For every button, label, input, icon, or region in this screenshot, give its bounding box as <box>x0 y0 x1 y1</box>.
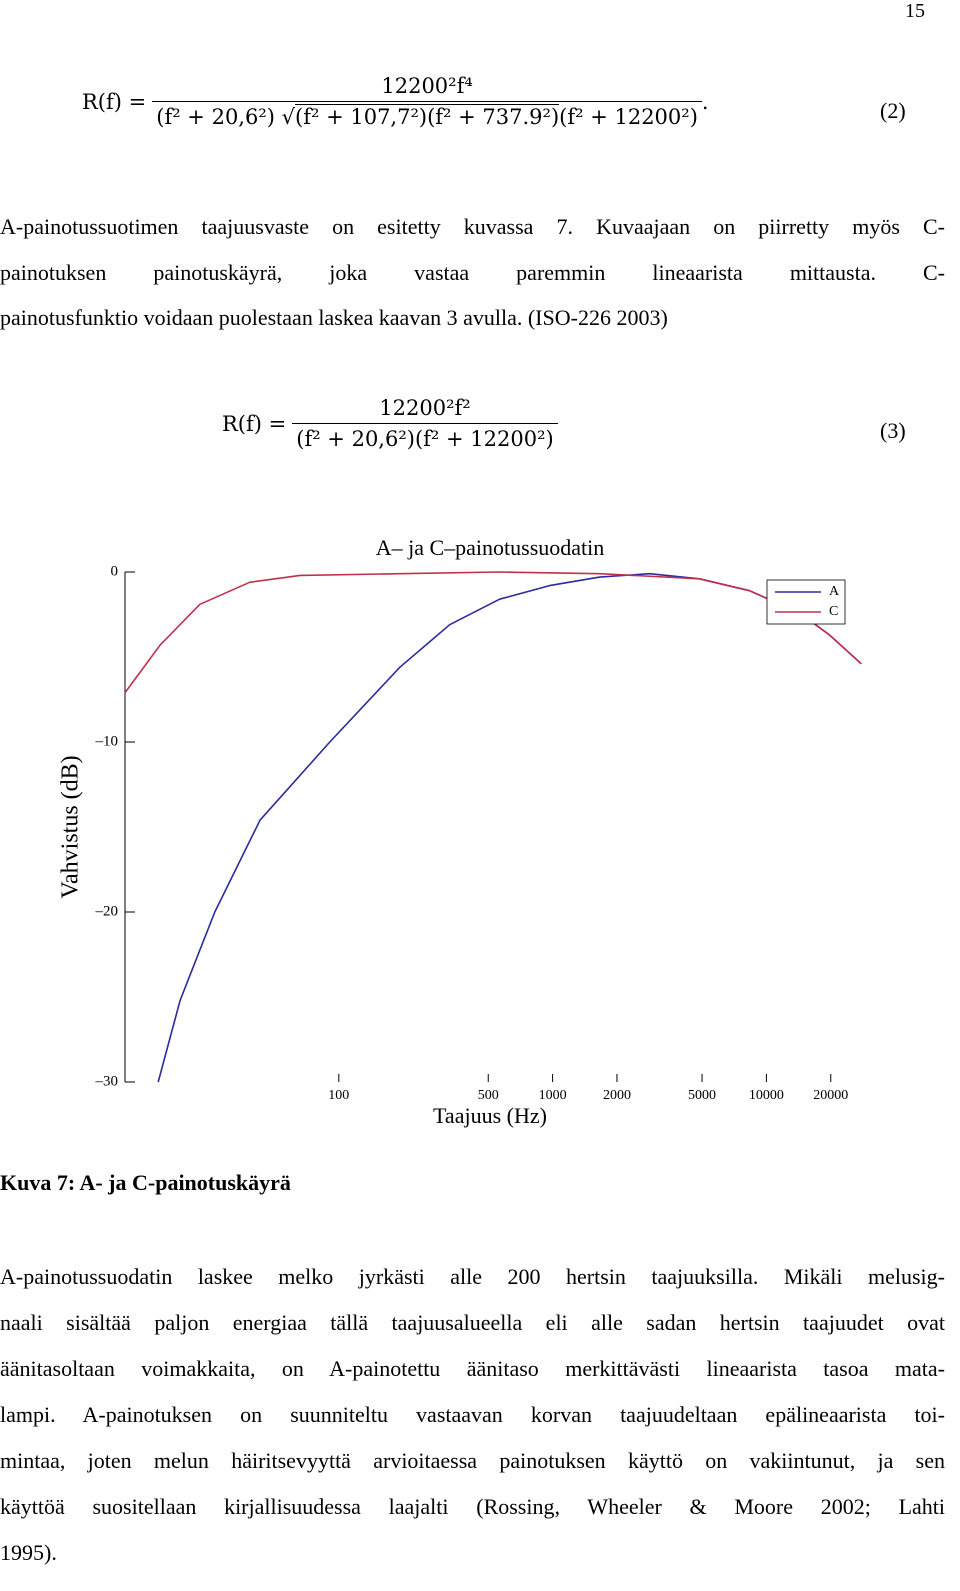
text-line: mintaa, joten melun häiritsevyyttä arvio… <box>0 1448 945 1473</box>
fraction: 12200²f² (f² + 20,6²)(f² + 12200²) <box>292 396 558 451</box>
x-tick-label: 2000 <box>603 1088 631 1103</box>
equation-number: (3) <box>880 418 906 443</box>
denominator-part: (f² + 20,6²) <box>156 105 275 129</box>
text-line: lampi. A-painotuksen on suunniteltu vast… <box>0 1402 945 1427</box>
legend-label: A <box>829 584 840 599</box>
x-tick-label: 5000 <box>688 1088 716 1103</box>
equation-lhs: R(f) = <box>222 411 287 436</box>
text-line: painotuksen painotuskäyrä, joka vastaa p… <box>0 259 945 285</box>
denominator: (f² + 20,6²)(f² + 12200²) <box>292 423 558 451</box>
y-tick-label: 0 <box>111 563 119 579</box>
paragraph: A-painotussuodatin laskee melko jyrkästi… <box>0 1254 945 1576</box>
text-line: käyttöä suositellaan kirjallisuudessa la… <box>0 1494 945 1519</box>
equation: R(f) = 12200²f⁴ (f² + 20,6²) √(f² + 107,… <box>82 74 709 129</box>
x-axis-label: Taajuus (Hz) <box>433 1103 547 1128</box>
denominator-part: (f² + 12200²) <box>559 105 698 129</box>
equation-number: (2) <box>880 98 906 123</box>
x-tick-label: 100 <box>328 1088 349 1103</box>
radicand: (f² + 107,7²)(f² + 737.9²) <box>295 104 560 129</box>
text-line: naali sisältää paljon energiaa tällä taa… <box>0 1310 945 1335</box>
text-line: äänitasoltaan voimakkaita, on A-painotet… <box>0 1356 945 1381</box>
legend-label: C <box>829 604 838 619</box>
text-line: A-painotussuodatin laskee melko jyrkästi… <box>0 1264 945 1289</box>
x-tick-label: 1000 <box>539 1088 567 1103</box>
legend-box <box>766 579 846 625</box>
x-tick-label: 20000 <box>813 1088 848 1103</box>
text-line: 1995). <box>0 1540 57 1565</box>
y-tick-label: –20 <box>95 903 119 919</box>
fraction: 12200²f⁴ (f² + 20,6²) √(f² + 107,7²)(f² … <box>152 74 702 129</box>
x-tick-label: 500 <box>478 1088 499 1103</box>
text-line: painotusfunktio voidaan puolestaan laske… <box>0 305 668 330</box>
equation: R(f) = 12200²f² (f² + 20,6²)(f² + 12200²… <box>222 396 558 451</box>
series-line <box>157 572 862 1083</box>
y-tick-label: –30 <box>95 1073 119 1089</box>
y-axis-label: Vahvistus (dB) <box>58 755 84 898</box>
equation-lhs: R(f) = <box>82 89 147 114</box>
series-line <box>124 571 862 694</box>
equation-terminator: . <box>701 89 709 114</box>
x-tick-label: 10000 <box>749 1088 784 1103</box>
chart-title: A– ja C–painotussuodatin <box>376 535 605 560</box>
figure-caption: Kuva 7: A- ja C-painotuskäyrä <box>0 1170 291 1195</box>
y-tick-label: –10 <box>95 733 119 749</box>
numerator: 12200²f² <box>379 396 471 420</box>
numerator: 12200²f⁴ <box>381 74 473 98</box>
chart: A– ja C–painotussuodatin Taajuus (Hz) Va… <box>58 535 862 1128</box>
text-line: A-painotussuotimen taajuusvaste on esite… <box>0 214 945 239</box>
denominator: (f² + 20,6²) √(f² + 107,7²)(f² + 737.9²)… <box>152 101 702 129</box>
page-number: 15 <box>905 0 925 22</box>
paragraph: A-painotussuotimen taajuusvaste on esite… <box>0 204 945 341</box>
